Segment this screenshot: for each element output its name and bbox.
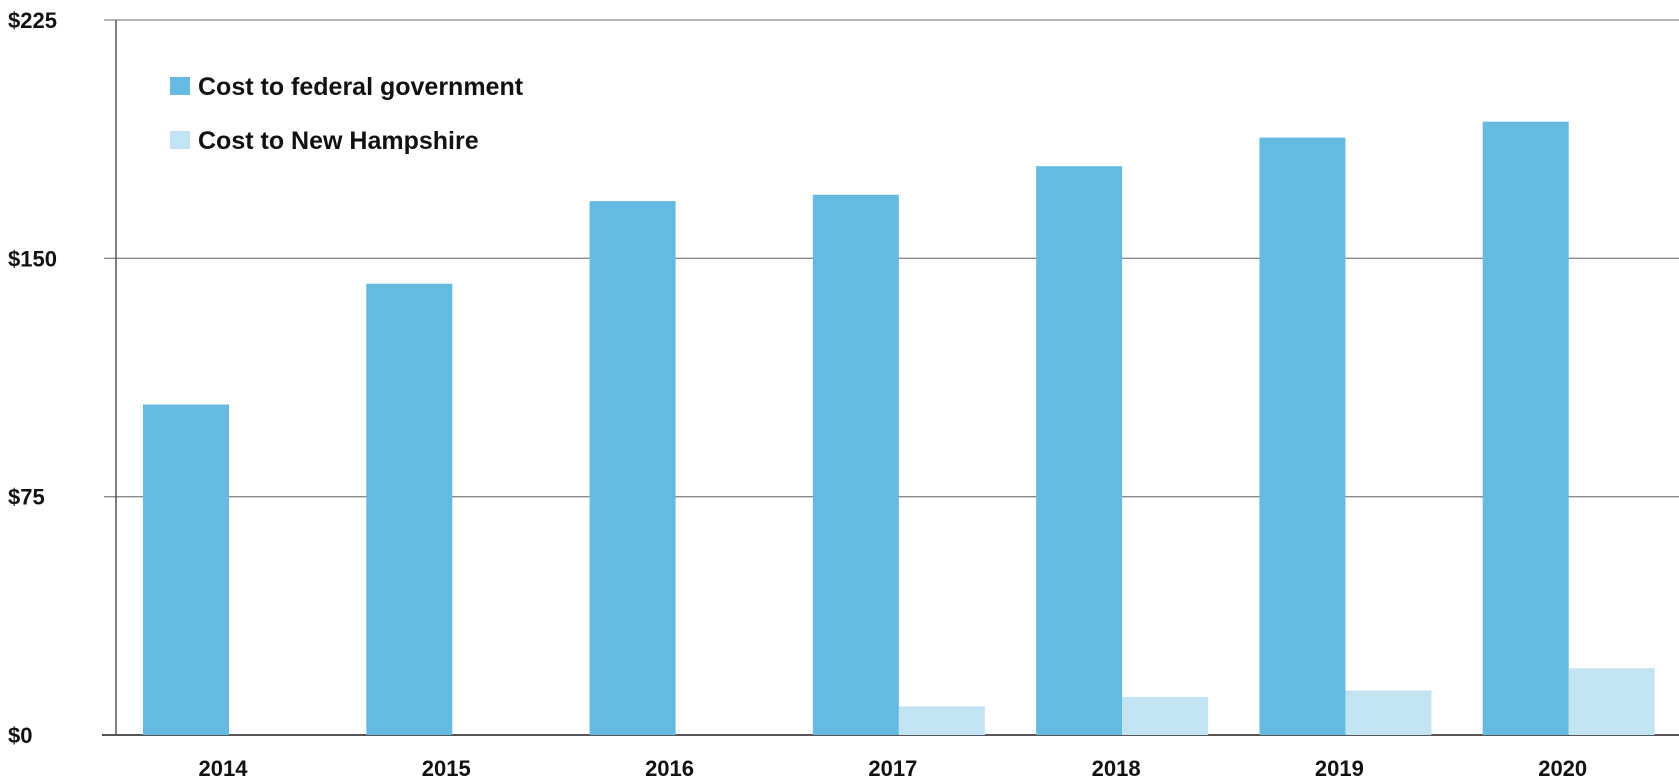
bar-federal: [1259, 137, 1346, 736]
bar-new-hampshire: [898, 706, 985, 735]
x-tick-label: 2014: [199, 756, 249, 781]
bar-federal: [366, 283, 453, 735]
x-tick-label: 2018: [1092, 756, 1141, 781]
legend-label: Cost to federal government: [198, 73, 524, 101]
bar-federal: [1036, 166, 1123, 735]
bar-federal: [143, 404, 229, 735]
x-tick-label: 2016: [645, 756, 694, 781]
bar-new-hampshire: [1345, 690, 1432, 735]
y-tick-label: $150: [8, 246, 57, 271]
legend: Cost to federal government Cost to New Ha…: [170, 73, 524, 155]
x-tick-label: 2017: [868, 756, 917, 781]
x-tick-label: 2020: [1538, 756, 1587, 781]
axes: $0 $75 $150 $225 2014 2015 2016 2017 2018 2019 202…: [8, 8, 1587, 781]
bars: [143, 121, 1655, 736]
legend-label: Cost to New Hampshire: [198, 127, 479, 155]
x-tick-label: 2019: [1315, 756, 1364, 781]
legend-swatch: [170, 77, 190, 95]
bar-federal: [1482, 121, 1569, 735]
y-tick-label: $0: [8, 723, 32, 748]
legend-swatch: [170, 131, 190, 149]
x-tick-label: 2015: [422, 756, 471, 781]
y-tick-label: $75: [8, 485, 45, 510]
bar-new-hampshire: [1568, 668, 1655, 735]
y-tick-label: $225: [8, 8, 57, 33]
bar-new-hampshire: [1122, 696, 1209, 735]
bar-federal: [589, 201, 676, 736]
bar-federal: [812, 194, 899, 735]
